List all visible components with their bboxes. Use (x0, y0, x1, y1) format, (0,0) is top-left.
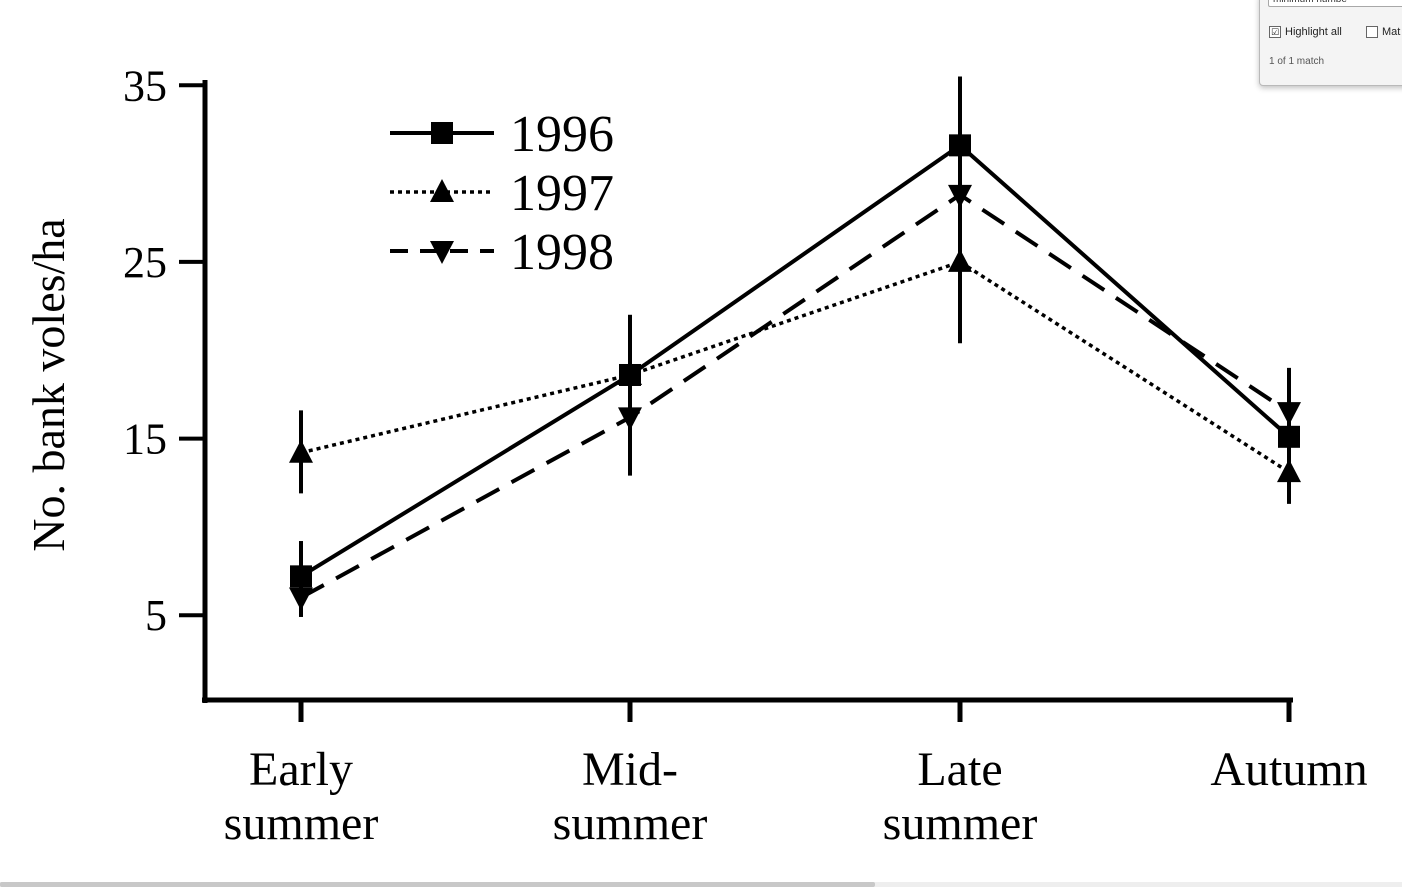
y-tick-label: 5 (145, 591, 167, 640)
x-category-label-line: Late (917, 743, 1002, 796)
y-tick-label: 15 (123, 415, 167, 464)
find-input[interactable] (1268, 0, 1402, 7)
horizontal-scrollbar[interactable] (0, 882, 1402, 887)
data-point (289, 587, 313, 611)
series-line (300, 260, 1290, 474)
highlight-all-label: Highlight all (1285, 26, 1342, 38)
find-status: 1 of 1 match (1269, 56, 1325, 67)
find-bar: ☑ Highlight all Mat 1 of 1 match (1259, 0, 1402, 86)
plot-frame (202, 80, 1293, 703)
series-1997 (289, 191, 1301, 504)
series-line (299, 143, 1291, 579)
series-1996 (290, 76, 1300, 605)
legend-label: 1997 (510, 165, 614, 222)
legend-marker (431, 122, 453, 144)
y-tick-label: 25 (123, 238, 167, 287)
y-axis-ticks: 35 25 15 5 (123, 61, 205, 640)
match-case-label: Mat (1382, 26, 1401, 38)
legend-label: 1996 (510, 106, 614, 163)
x-category-label: Autumn (1210, 743, 1367, 796)
x-category-label-line: summer (224, 797, 379, 850)
x-category-label-line: summer (553, 797, 708, 850)
x-category-label-line: summer (883, 797, 1038, 850)
data-point (618, 407, 642, 431)
data-point (289, 439, 313, 463)
legend-marker (430, 179, 454, 202)
match-case-checkbox[interactable] (1366, 26, 1378, 38)
y-axis-label: No. bank voles/ha (23, 218, 74, 551)
series-line (300, 192, 1291, 600)
highlight-all-checkbox[interactable]: ☑ (1269, 26, 1281, 38)
legend-marker (430, 241, 454, 264)
x-category-label-line: Mid- (582, 743, 678, 796)
x-category-label-line: Autumn (1210, 743, 1367, 796)
data-point (948, 184, 972, 208)
series-1998 (289, 120, 1301, 617)
x-category-label: Early summer (224, 743, 379, 850)
y-tick-label: 35 (123, 61, 167, 110)
highlight-all-option[interactable]: ☑ Highlight all (1269, 26, 1342, 38)
legend-label: 1998 (510, 224, 614, 281)
x-category-label: Late summer (883, 743, 1038, 850)
series-layer (289, 76, 1301, 617)
horizontal-scrollbar-thumb[interactable] (0, 882, 875, 887)
data-point (1277, 402, 1301, 426)
data-point (1277, 459, 1301, 483)
x-category-label-line: Early (249, 743, 353, 796)
x-category-label: Mid-summer (553, 743, 708, 850)
match-case-option[interactable]: Mat (1366, 26, 1400, 38)
